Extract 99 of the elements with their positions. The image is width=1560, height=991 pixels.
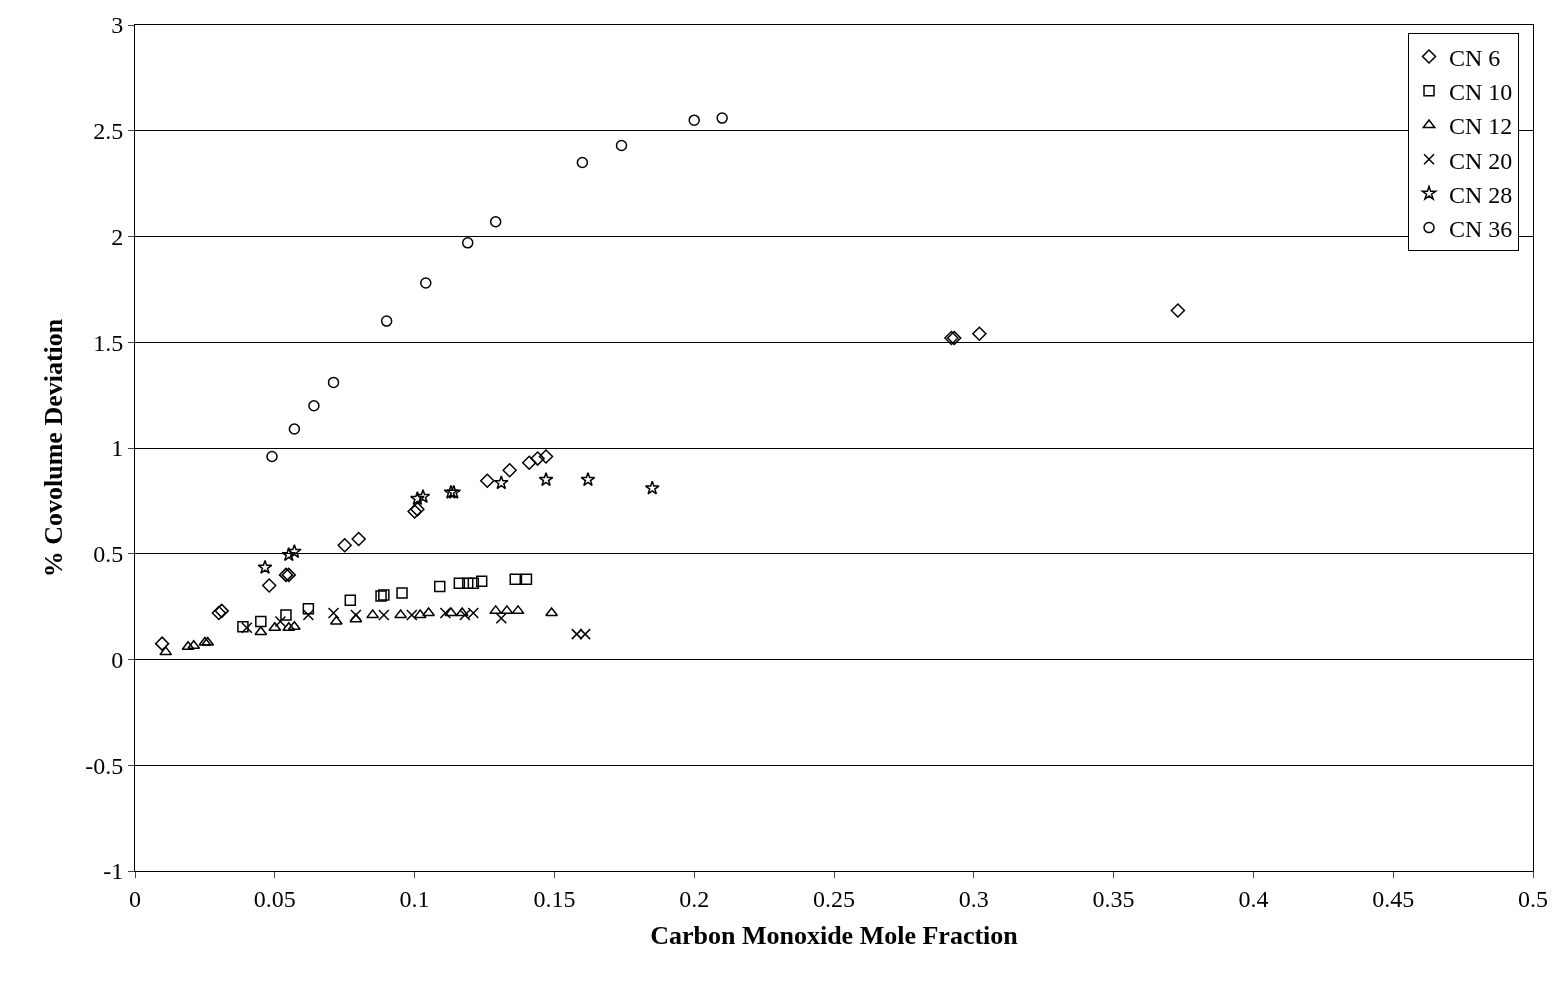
point (615, 139, 628, 152)
x-tick-label: 0.3 (958, 885, 989, 912)
point (266, 450, 278, 463)
legend-label: CN 6 (1449, 44, 1501, 71)
point (444, 607, 458, 617)
x-tick-label: 0.45 (1372, 885, 1415, 912)
legend-label: CN 36 (1449, 215, 1513, 242)
y-tick-label: 0.5 (93, 541, 124, 568)
y-tick-label: 2 (111, 223, 124, 250)
point (327, 607, 340, 619)
y-tick-label: 2.5 (93, 118, 124, 145)
y-tick-label: -1 (103, 858, 124, 885)
point (1170, 303, 1186, 318)
y-axis-title: % Covolume Deviation (38, 318, 68, 578)
point (716, 112, 728, 124)
point (159, 646, 173, 656)
point (520, 573, 533, 585)
point (461, 237, 474, 249)
point (406, 609, 418, 621)
x-tick-label: 0 (129, 885, 141, 912)
x-tick-label: 0.05 (253, 885, 296, 912)
point (644, 480, 660, 495)
point (394, 609, 408, 619)
point (972, 326, 987, 342)
point (480, 473, 495, 489)
point (434, 580, 446, 593)
legend-label: CN 10 (1449, 79, 1513, 106)
point (344, 594, 357, 607)
point (255, 615, 267, 628)
point (281, 547, 297, 562)
point (538, 471, 554, 487)
x-axis-title: Carbon Monoxide Mole Fraction (650, 921, 1019, 951)
point (455, 607, 469, 617)
point (327, 376, 340, 389)
point (439, 607, 452, 619)
point (545, 607, 559, 617)
x-tick-label: 0.4 (1238, 885, 1269, 912)
legend-label: CN 28 (1449, 181, 1513, 208)
point (349, 613, 363, 623)
point (502, 462, 517, 478)
point (351, 531, 366, 547)
point (302, 609, 315, 621)
point (181, 641, 195, 651)
point (380, 315, 393, 327)
point (288, 423, 301, 435)
point (274, 615, 287, 628)
point (489, 215, 502, 228)
point (241, 622, 253, 634)
point (500, 605, 514, 615)
point (378, 609, 390, 621)
point (453, 577, 466, 590)
x-tick-label: 0.2 (679, 885, 710, 912)
point (530, 451, 545, 466)
point (688, 114, 700, 126)
point (511, 605, 525, 615)
point (461, 577, 474, 590)
point (282, 622, 296, 632)
point (254, 626, 268, 636)
point (286, 543, 302, 559)
point (237, 620, 249, 633)
point (475, 575, 488, 587)
point (467, 577, 480, 590)
point (287, 620, 301, 630)
point (495, 612, 508, 625)
point (302, 602, 315, 615)
point (329, 615, 343, 625)
point (493, 475, 509, 490)
point (366, 609, 380, 619)
y-tick-label: 3 (111, 12, 124, 39)
y-tick-label: 1 (111, 435, 124, 462)
x-tick-label: 0.1 (399, 885, 430, 912)
point (280, 609, 292, 621)
point (580, 471, 596, 487)
legend-label: CN 20 (1449, 147, 1513, 174)
point (413, 609, 427, 619)
point (261, 578, 277, 593)
point (415, 488, 431, 504)
point (422, 607, 436, 617)
y-tick-label: 1.5 (93, 329, 124, 356)
point (337, 538, 352, 553)
x-tick-label: 0.5 (1518, 885, 1548, 912)
point (154, 636, 170, 651)
x-tick-label: 0.25 (813, 885, 855, 912)
point (509, 573, 522, 585)
point (308, 399, 320, 412)
point (396, 587, 408, 599)
point (538, 449, 554, 464)
x-tick-label: 0.35 (1092, 885, 1135, 912)
point (268, 622, 282, 632)
x-tick-label: 0.15 (533, 885, 576, 912)
y-tick-label: 0 (111, 646, 124, 673)
y-tick-label: -0.5 (85, 752, 124, 779)
point (576, 156, 589, 169)
point (257, 559, 273, 574)
legend-label: CN 12 (1449, 113, 1513, 140)
point (489, 605, 503, 615)
point (521, 455, 537, 471)
point (420, 277, 432, 289)
point (409, 491, 425, 506)
